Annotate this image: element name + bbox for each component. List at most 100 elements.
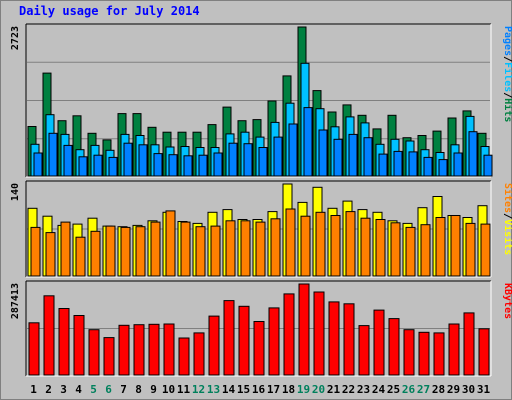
x-tick-day-22: 22 <box>342 383 355 396</box>
bar-sites-day-29 <box>450 215 461 277</box>
x-tick-day-8: 8 <box>135 383 142 396</box>
x-tick-day-10: 10 <box>162 383 175 396</box>
bar-kbytes-day-21 <box>328 301 340 376</box>
bar-sites-day-6 <box>105 225 116 277</box>
x-tick-day-9: 9 <box>150 383 157 396</box>
x-tick-day-20: 20 <box>312 383 325 396</box>
bar-kbytes-day-6 <box>103 337 115 376</box>
bar-kbytes-day-15 <box>238 305 250 376</box>
bar-sites-day-11 <box>180 221 191 277</box>
bar-pages-day-22 <box>348 133 358 177</box>
x-tick-day-21: 21 <box>327 383 341 396</box>
bar-sites-day-3 <box>60 221 71 277</box>
bar-sites-day-19 <box>300 215 311 277</box>
x-tick-day-26: 26 <box>402 383 416 396</box>
bar-pages-day-25 <box>393 150 403 177</box>
x-tick-day-7: 7 <box>120 383 127 396</box>
x-tick-day-30: 30 <box>462 383 475 396</box>
legend-entry-kbytes: KBytes <box>502 283 512 319</box>
bar-pages-day-20 <box>318 129 328 177</box>
legend-entry-: / <box>502 92 512 98</box>
bar-sites-day-13 <box>210 225 221 277</box>
bar-kbytes-day-24 <box>373 309 385 376</box>
bar-sites-day-27 <box>420 224 431 277</box>
x-tick-day-6: 6 <box>105 383 112 396</box>
bar-pages-day-24 <box>378 153 388 177</box>
bar-pages-day-3 <box>63 144 73 177</box>
panel-kbytes: 287413 KBytes <box>10 280 512 377</box>
bar-pages-day-16 <box>258 147 268 177</box>
bar-pages-day-23 <box>363 137 373 177</box>
bar-kbytes-day-13 <box>208 315 220 376</box>
bar-kbytes-day-14 <box>223 300 235 376</box>
bar-sites-day-25 <box>390 222 401 277</box>
ymax-label: 287413 <box>10 283 21 319</box>
bar-pages-day-7 <box>123 142 133 177</box>
x-tick-day-15: 15 <box>237 383 250 396</box>
x-tick-day-1: 1 <box>30 383 37 396</box>
bar-pages-day-8 <box>138 144 148 177</box>
x-tick-day-29: 29 <box>447 383 460 396</box>
bar-kbytes-day-5 <box>88 329 100 376</box>
ymax-label: 2723 <box>10 26 21 50</box>
bar-kbytes-day-26 <box>403 329 415 376</box>
legend-entry-: / <box>502 56 512 62</box>
bar-pages-day-2 <box>48 132 58 177</box>
x-tick-day-13: 13 <box>207 383 220 396</box>
bar-kbytes-day-10 <box>163 323 175 376</box>
bar-sites-day-31 <box>480 223 491 277</box>
x-tick-day-5: 5 <box>90 383 97 396</box>
chart-title: Daily usage for July 2014 <box>19 4 200 18</box>
bar-kbytes-day-22 <box>343 303 355 376</box>
bar-pages-day-14 <box>228 142 238 177</box>
x-tick-day-31: 31 <box>477 383 491 396</box>
bar-pages-day-31 <box>483 154 493 177</box>
bar-kbytes-day-31 <box>478 328 490 376</box>
bar-kbytes-day-19 <box>298 283 310 376</box>
x-tick-day-28: 28 <box>432 383 445 396</box>
x-tick-day-19: 19 <box>297 383 310 396</box>
bar-kbytes-day-7 <box>118 324 130 376</box>
bar-pages-day-4 <box>78 156 88 177</box>
legend-entry-pages: Pages <box>502 26 512 56</box>
bar-sites-day-28 <box>435 217 446 277</box>
bar-pages-day-1 <box>33 152 43 177</box>
bar-kbytes-day-28 <box>433 332 445 376</box>
x-tick-day-16: 16 <box>252 383 266 396</box>
x-tick-day-12: 12 <box>192 383 205 396</box>
bar-sites-day-24 <box>375 219 386 277</box>
bar-kbytes-day-20 <box>313 291 325 376</box>
bar-sites-day-2 <box>45 232 56 277</box>
bar-pages-day-6 <box>108 156 118 177</box>
bar-pages-day-19 <box>303 107 313 177</box>
x-tick-day-2: 2 <box>45 383 52 396</box>
legend-entry-visits: Visits <box>502 219 512 255</box>
bar-kbytes-day-16 <box>253 321 265 376</box>
x-tick-day-27: 27 <box>417 383 430 396</box>
bar-sites-day-26 <box>405 226 416 277</box>
bar-sites-day-16 <box>255 221 266 277</box>
bar-kbytes-day-1 <box>28 322 40 376</box>
bar-sites-day-18 <box>285 208 296 277</box>
legend-entry-: / <box>502 213 512 219</box>
panel-visits-sites: 140 Sites/Visits <box>10 180 512 278</box>
legend-middle: Sites/Visits <box>502 183 512 255</box>
bar-pages-day-30 <box>468 131 478 177</box>
bar-pages-day-12 <box>198 154 208 177</box>
bar-sites-day-17 <box>270 218 281 277</box>
bar-sites-day-7 <box>120 226 131 277</box>
bar-sites-day-14 <box>225 220 236 277</box>
bar-pages-day-5 <box>93 154 103 177</box>
legend-entry-sites: Sites <box>502 183 512 213</box>
bar-pages-day-26 <box>408 151 418 177</box>
bar-kbytes-day-3 <box>58 308 70 376</box>
bar-kbytes-day-8 <box>133 324 145 376</box>
x-tick-day-24: 24 <box>372 383 386 396</box>
bar-kbytes-day-30 <box>463 312 475 376</box>
bar-pages-day-17 <box>273 136 283 177</box>
bar-sites-day-9 <box>150 221 161 277</box>
bar-pages-day-15 <box>243 143 253 177</box>
bar-sites-day-4 <box>75 236 86 277</box>
legend-entry-files: Files <box>502 62 512 92</box>
x-tick-day-3: 3 <box>60 383 67 396</box>
